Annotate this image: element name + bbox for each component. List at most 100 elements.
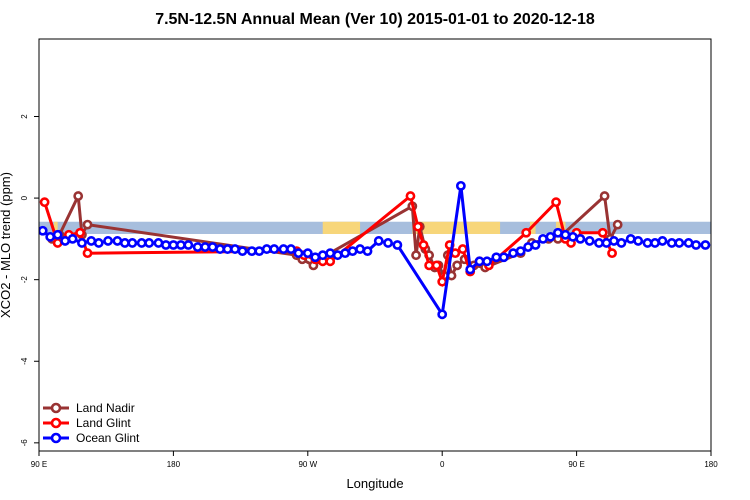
- x-tick-label: 0: [440, 460, 445, 469]
- data-point: [437, 309, 448, 320]
- data-point: [666, 238, 677, 248]
- data-point: [340, 248, 351, 259]
- data-point: [508, 248, 519, 259]
- data-point: [584, 236, 595, 246]
- data-point: [67, 233, 78, 244]
- data-point: [355, 244, 365, 254]
- x-axis: 90 E 180 90 W 0 90 E 180: [31, 451, 718, 469]
- series-ocean-glint: [39, 180, 711, 320]
- data-point: [465, 264, 476, 275]
- data-point: [362, 246, 373, 257]
- data-point: [254, 246, 265, 257]
- legend-swatch-marker: [50, 432, 62, 444]
- series-layer: [39, 180, 711, 320]
- data-point: [161, 240, 171, 250]
- data-point: [612, 219, 623, 230]
- data-point: [52, 229, 63, 240]
- data-point: [286, 244, 296, 254]
- data-point: [261, 244, 272, 254]
- data-point: [474, 256, 485, 267]
- land-segment: [322, 221, 361, 234]
- data-point: [144, 238, 155, 248]
- series-line: [51, 190, 620, 281]
- data-point: [594, 238, 604, 248]
- data-point: [601, 238, 612, 248]
- y-tick-label: 2: [20, 114, 29, 119]
- data-point: [75, 227, 85, 238]
- data-point: [599, 191, 610, 201]
- data-point: [491, 252, 502, 263]
- data-point: [237, 246, 248, 257]
- data-point: [683, 238, 694, 248]
- data-point: [452, 260, 463, 271]
- data-point: [347, 246, 358, 257]
- data-point: [553, 227, 563, 238]
- legend-swatch-marker: [50, 417, 62, 429]
- data-point: [530, 240, 541, 250]
- data-point: [200, 242, 211, 252]
- data-point: [413, 221, 423, 232]
- legend-entry-label: Ocean Glint: [76, 431, 140, 445]
- series-land-nadir: [47, 190, 623, 281]
- data-point: [545, 231, 556, 242]
- data-point: [82, 219, 93, 230]
- data-point: [82, 248, 93, 259]
- data-point: [73, 191, 84, 201]
- data-point: [538, 233, 548, 244]
- data-point: [325, 256, 336, 267]
- data-point: [418, 240, 429, 250]
- x-tick-label: 90 W: [298, 460, 317, 469]
- data-point: [575, 233, 586, 244]
- data-point: [523, 242, 533, 252]
- data-point: [625, 233, 636, 244]
- data-point: [93, 238, 104, 248]
- data-point: [39, 225, 48, 236]
- data-point: [246, 246, 257, 257]
- data-point: [52, 238, 63, 248]
- data-point: [455, 180, 466, 191]
- data-point: [230, 244, 240, 254]
- data-point: [373, 236, 384, 246]
- data-point: [457, 244, 468, 254]
- data-point: [674, 238, 685, 248]
- data-point: [616, 238, 627, 248]
- data-point: [175, 240, 186, 250]
- data-point: [183, 240, 194, 250]
- data-point: [383, 238, 393, 248]
- data-point: [269, 244, 280, 254]
- data-point: [207, 242, 218, 252]
- y-axis: 2 0 -2 -4 -6: [20, 114, 39, 447]
- data-point: [515, 246, 526, 257]
- data-point: [127, 238, 138, 248]
- data-point: [293, 248, 304, 259]
- legend-swatch-marker: [50, 402, 62, 414]
- x-axis-label: Longitude: [346, 476, 403, 491]
- data-point: [310, 252, 321, 263]
- data-point: [431, 260, 442, 271]
- legend-entry-label: Land Glint: [76, 416, 131, 430]
- data-point: [657, 236, 668, 246]
- data-point: [411, 250, 421, 261]
- data-point: [551, 197, 561, 208]
- data-point: [60, 236, 71, 246]
- data-point: [607, 248, 617, 259]
- data-point: [498, 252, 509, 263]
- data-point: [215, 244, 225, 254]
- y-tick-label: 0: [20, 195, 29, 200]
- data-point: [325, 248, 336, 259]
- data-point: [650, 238, 660, 248]
- data-point: [392, 240, 403, 250]
- data-point: [633, 236, 644, 246]
- data-point: [119, 238, 130, 248]
- data-point: [45, 231, 56, 242]
- chart-title: 7.5N-12.5N Annual Mean (Ver 10) 2015-01-…: [155, 11, 595, 28]
- y-tick-label: -6: [20, 439, 29, 447]
- data-point: [424, 260, 435, 271]
- data-point: [567, 231, 578, 242]
- data-point: [597, 227, 608, 238]
- x-tick-label: 90 E: [568, 460, 584, 469]
- x-tick-label: 90 E: [31, 460, 47, 469]
- data-point: [39, 197, 50, 208]
- data-point: [691, 240, 701, 250]
